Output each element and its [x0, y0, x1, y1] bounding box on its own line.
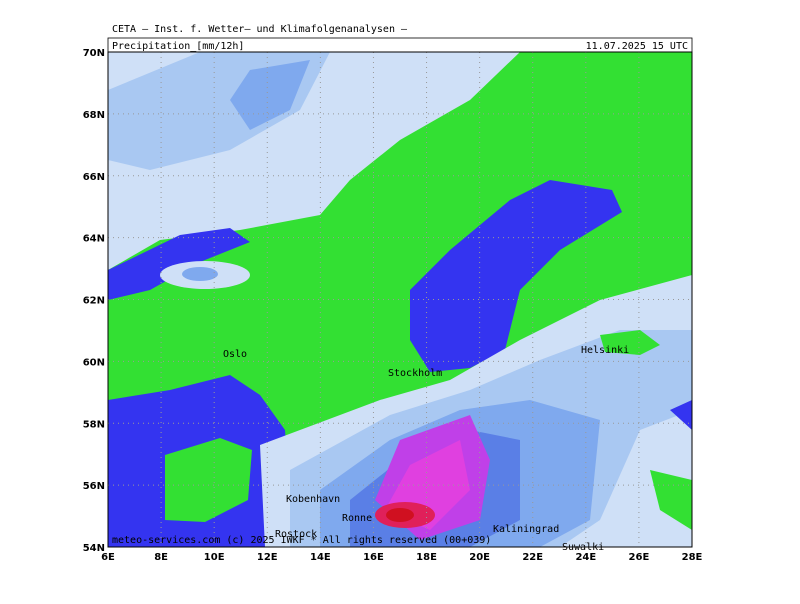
city-label: Kaliningrad — [493, 524, 559, 535]
credit: meteo-services.com (c) 2025 IWKF * All r… — [112, 535, 491, 546]
lat-label: 62N — [83, 296, 105, 307]
map-frame — [107, 51, 693, 548]
lon-label: 18E — [416, 552, 437, 563]
lat-label: 66N — [83, 172, 105, 183]
lon-label: 24E — [575, 552, 596, 563]
city-label: Helsinki — [581, 345, 629, 356]
lon-label: 22E — [522, 552, 543, 563]
lon-label: 20E — [469, 552, 490, 563]
lon-label: 12E — [257, 552, 278, 563]
city-label: Suwalki — [562, 542, 604, 553]
lat-label: 54N — [83, 543, 105, 554]
map-date: 11.07.2025 15 UTC — [586, 41, 688, 52]
lat-label: 60N — [83, 357, 105, 368]
lat-label: 58N — [83, 419, 105, 430]
map-area — [108, 52, 692, 547]
institute: CETA – Inst. f. Wetter– und Klimafolgena… — [112, 24, 408, 35]
city-label: Oslo — [223, 349, 247, 360]
lon-label: 8E — [154, 552, 168, 563]
lat-label: 70N — [83, 48, 105, 59]
city-label: Ronne — [342, 513, 372, 524]
lon-label: 26E — [629, 552, 650, 563]
lon-label: 28E — [682, 552, 703, 563]
city-label: Kobenhavn — [286, 494, 340, 505]
lat-label: 64N — [83, 234, 105, 245]
lon-label: 10E — [204, 552, 225, 563]
lon-label: 16E — [363, 552, 384, 563]
map-title: Precipitation_[mm/12h] — [112, 41, 244, 52]
lat-label: 56N — [83, 481, 105, 492]
city-label: Stockholm — [388, 368, 442, 379]
lon-label: 14E — [310, 552, 331, 563]
city-label: Rostock — [275, 529, 317, 540]
lat-label: 68N — [83, 110, 105, 121]
lon-label: 6E — [101, 552, 115, 563]
